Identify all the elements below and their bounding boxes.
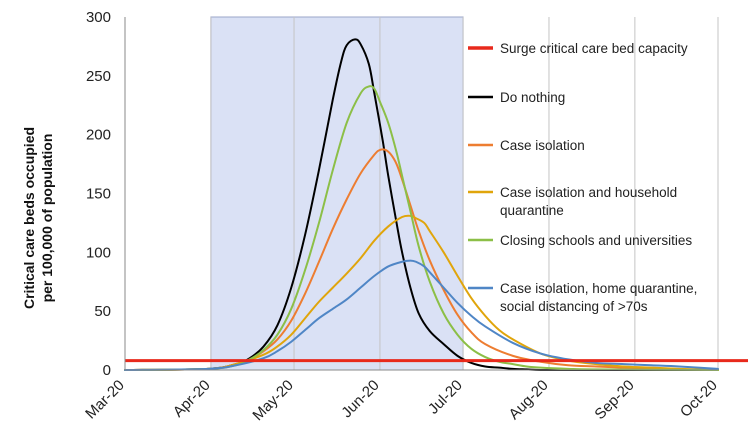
series-line-4 [124, 85, 719, 371]
legend-label-6: Case isolation, home quarantine, social d… [500, 281, 697, 314]
y-tick-label-200: 200 [86, 127, 111, 144]
y-axis-title-line-1: Critical care beds occupied [21, 127, 37, 309]
chart-background-layer [210, 16, 464, 371]
x-tick-label-oct-20: Oct-20 [677, 377, 721, 421]
gridlines [210, 17, 719, 370]
y-tick-label-100: 100 [86, 244, 111, 261]
x-tick-label-jul-20: Jul-20 [425, 377, 466, 418]
y-tick-label-250: 250 [86, 68, 111, 85]
x-tick-label-jun-20: Jun-20 [338, 377, 382, 421]
series-line-1 [124, 38, 719, 372]
legend-label-4: Case isolation and household quarantine [500, 185, 677, 218]
y-tick-label-50: 50 [94, 303, 111, 320]
legend-label-1: Surge critical care bed capacity [500, 41, 688, 56]
legend: Surge critical care bed capacity Do nothi… [468, 41, 697, 314]
legend-label-5: Closing schools and universities [500, 233, 692, 248]
x-tick-label-sep-20: Sep-20 [591, 377, 637, 423]
legend-label-2: Do nothing [500, 90, 565, 105]
series-line-2 [124, 148, 719, 371]
y-tick-label-300: 300 [86, 9, 111, 26]
x-tick-label-may-20: May-20 [249, 377, 296, 424]
y-axis-title-line-2: per 100,000 of population [39, 134, 55, 303]
x-tick-label-aug-20: Aug-20 [506, 377, 552, 423]
legend-label-3: Case isolation [500, 138, 585, 153]
y-tick-label-0: 0 [103, 362, 111, 379]
intervention-period-band [210, 16, 464, 371]
x-tick-label-apr-20: Apr-20 [170, 377, 214, 421]
y-tick-label-150: 150 [86, 186, 111, 203]
x-tick-label-mar-20: Mar-20 [82, 377, 128, 423]
y-axis-title: Critical care beds occupied per 100,000 … [21, 127, 55, 309]
series-lines [124, 38, 748, 372]
